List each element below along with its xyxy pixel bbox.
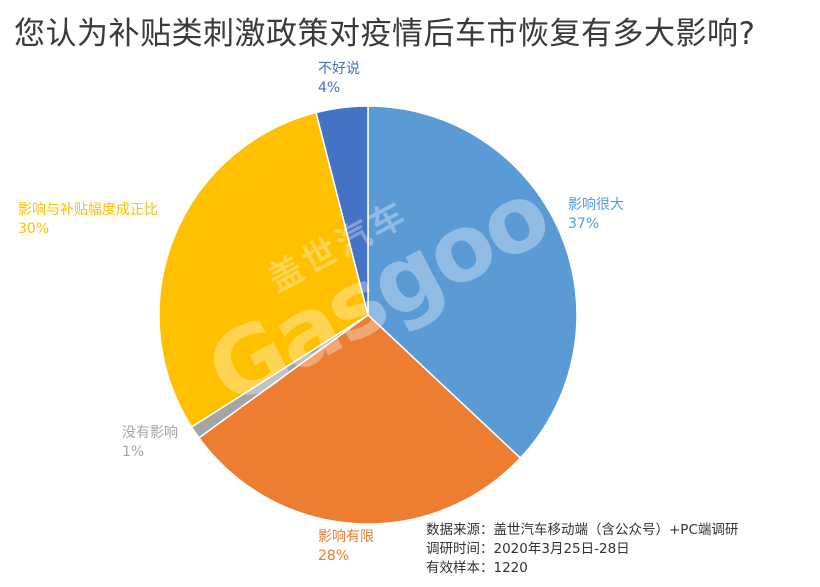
source-line-2: 调研时间：2020年3月25日-28日 xyxy=(426,541,630,557)
slice-label-1: 影响很大 xyxy=(568,197,624,213)
slice-label-3: 没有影响 xyxy=(122,425,178,441)
slice-value-label-4: 30% xyxy=(18,221,49,237)
slice-value-label-1: 37% xyxy=(568,216,599,232)
slice-label-2: 影响有限 xyxy=(318,529,374,545)
pie-slice-5 xyxy=(315,105,369,316)
slice-label-4: 影响与补贴幅度成正比 xyxy=(18,202,158,218)
source-line-3: 有效样本：1220 xyxy=(426,560,528,576)
slice-label-5: 不好说 xyxy=(318,61,360,77)
pie-slice-1 xyxy=(367,105,578,460)
chart-title: 您认为补贴类刺激政策对疫情后车市恢复有多大影响? xyxy=(14,16,756,52)
slice-value-label-2: 28% xyxy=(318,548,349,564)
data-source-note: 数据来源：盖世汽车移动端（含公众号）+PC端调研 调研时间：2020年3月25日… xyxy=(426,521,738,578)
slice-value-label-5: 4% xyxy=(318,80,340,96)
pie-slices xyxy=(158,105,578,525)
pie-slice-2 xyxy=(197,314,522,525)
pie-slice-4 xyxy=(158,111,369,429)
pie-labels: 影响很大 37% 影响有限 28% 没有影响 1% 影响与补贴幅度成正比 30% 不好说 4% xyxy=(18,61,624,564)
slice-value-label-3: 1% xyxy=(122,444,144,460)
source-line-1: 数据来源：盖世汽车移动端（含公众号）+PC端调研 xyxy=(426,522,739,538)
